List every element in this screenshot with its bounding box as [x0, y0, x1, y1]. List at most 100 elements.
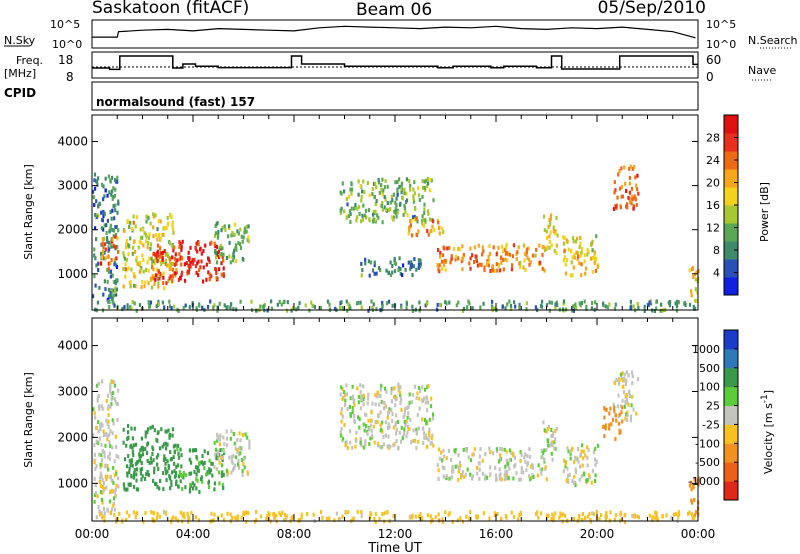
- cpid-text: normalsound (fast) 157: [96, 95, 255, 109]
- nave-label: Nave: [748, 64, 776, 77]
- heatmap-cell: [100, 404, 103, 409]
- heatmap-cell: [428, 188, 431, 193]
- heatmap-cell: [536, 473, 539, 478]
- heatmap-cell: [149, 425, 152, 430]
- heatmap-cell: [349, 396, 352, 401]
- heatmap-cell: [133, 484, 136, 489]
- heatmap-cell: [415, 431, 418, 435]
- heatmap-cell: [568, 472, 571, 477]
- heatmap-cell: [439, 302, 442, 307]
- velocity-colorbar-label-end: ]: [762, 390, 775, 394]
- heatmap-cell: [508, 252, 511, 257]
- heatmap-cell: [630, 403, 633, 408]
- heatmap-cell: [107, 247, 111, 252]
- heatmap-cell: [542, 214, 546, 219]
- heatmap-cell: [359, 184, 362, 188]
- heatmap-cell: [396, 180, 399, 184]
- heatmap-cell: [360, 273, 363, 278]
- heatmap-cell: [618, 186, 622, 191]
- heatmap-cell: [243, 465, 246, 470]
- heatmap-cell: [106, 507, 109, 512]
- heatmap-cell: [343, 209, 346, 214]
- heatmap-cell: [180, 464, 183, 469]
- heatmap-cell: [125, 257, 128, 262]
- heatmap-cell: [410, 400, 414, 405]
- heatmap-cell: [114, 487, 117, 492]
- heatmap-cell: [275, 513, 278, 518]
- heatmap-cell: [134, 274, 137, 279]
- heatmap-cell: [359, 437, 362, 442]
- heatmap-cell: [622, 378, 625, 383]
- heatmap-cell: [240, 446, 243, 451]
- heatmap-cell: [374, 217, 377, 222]
- heatmap-cell: [522, 470, 525, 475]
- heatmap-cell: [688, 510, 691, 515]
- heatmap-cell: [424, 218, 427, 223]
- heatmap-cell: [198, 460, 201, 465]
- heatmap-cell: [140, 266, 143, 271]
- heatmap-cell: [432, 443, 435, 448]
- heatmap-cell: [350, 181, 353, 186]
- heatmap-cell: [596, 265, 599, 269]
- heatmap-cell: [433, 228, 436, 233]
- heatmap-cell: [341, 514, 344, 519]
- heatmap-cell: [195, 241, 199, 246]
- heatmap-cell: [213, 464, 216, 469]
- heatmap-cell: [94, 490, 97, 495]
- heatmap-cell: [352, 206, 356, 211]
- heatmap-cell: [694, 277, 697, 282]
- heatmap-cell: [472, 452, 475, 457]
- heatmap-cell: [148, 232, 151, 237]
- heatmap-cell: [111, 418, 114, 423]
- heatmap-cell: [100, 442, 103, 447]
- heatmap-cell: [397, 268, 400, 273]
- heatmap-cell: [613, 517, 617, 522]
- heatmap-cell: [112, 288, 115, 293]
- heatmap-cell: [403, 191, 406, 196]
- heatmap-cell: [101, 241, 104, 246]
- heatmap-cell: [353, 403, 356, 408]
- noise-tick-right-high: 10^5: [706, 18, 736, 31]
- heatmap-cell: [106, 236, 109, 240]
- heatmap-cell: [170, 479, 173, 484]
- heatmap-cell: [351, 445, 354, 450]
- heatmap-cell: [430, 396, 433, 401]
- heatmap-cell: [169, 450, 172, 455]
- heatmap-cell: [156, 249, 159, 254]
- heatmap-cell: [156, 243, 159, 248]
- heatmap-cell: [442, 448, 445, 453]
- heatmap-cell: [247, 239, 250, 244]
- heatmap-cell: [338, 305, 342, 310]
- heatmap-cell: [132, 220, 135, 225]
- heatmap-cell: [392, 443, 395, 448]
- heatmap-cell: [507, 475, 510, 480]
- heatmap-cell: [139, 467, 142, 472]
- heatmap-cell: [221, 246, 224, 251]
- heatmap-cell: [222, 252, 225, 257]
- heatmap-cell: [613, 306, 617, 311]
- heatmap-cell: [399, 395, 402, 400]
- heatmap-cell: [166, 442, 169, 447]
- heatmap-cell: [230, 429, 233, 434]
- heatmap-cell: [167, 278, 170, 283]
- heatmap-cell: [366, 401, 369, 406]
- heatmap-cell: [586, 456, 589, 460]
- heatmap-cell: [631, 196, 635, 201]
- heatmap-cell: [214, 255, 218, 260]
- heatmap-cell: [562, 235, 565, 240]
- heatmap-cell: [244, 432, 247, 437]
- heatmap-cell: [141, 474, 144, 479]
- heatmap-cell: [571, 478, 574, 483]
- heatmap-cell: [237, 462, 240, 467]
- heatmap-cell: [442, 245, 445, 250]
- heatmap-cell: [613, 405, 616, 410]
- heatmap-cell: [412, 199, 416, 204]
- heatmap-cell: [208, 467, 211, 472]
- heatmap-cell: [171, 261, 174, 266]
- heatmap-cell: [114, 434, 117, 439]
- heatmap-cell: [483, 265, 486, 270]
- heatmap-cell: [193, 448, 196, 453]
- heatmap-cell: [225, 429, 228, 434]
- heatmap-cell: [511, 254, 514, 259]
